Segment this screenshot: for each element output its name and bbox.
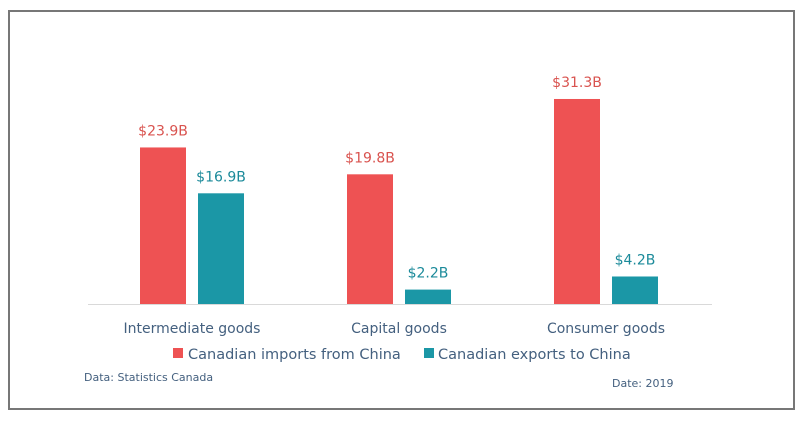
data-source-note: Data: Statistics Canada bbox=[84, 371, 213, 384]
legend-label-imports: Canadian imports from China bbox=[188, 347, 401, 363]
bar-intermediate-goods-imports bbox=[140, 147, 186, 304]
chart-frame bbox=[8, 10, 795, 410]
category-label-capital-goods: Capital goods bbox=[351, 321, 447, 337]
bar-consumer-goods-imports bbox=[554, 98, 600, 304]
value-label-consumer-goods-exports: $4.2B bbox=[615, 252, 656, 268]
category-labels-group: Intermediate goods Capital goods Consumer … bbox=[124, 321, 666, 337]
category-label-consumer-goods: Consumer goods bbox=[547, 321, 665, 337]
bar-intermediate-goods-exports bbox=[198, 193, 244, 304]
legend-swatch-imports bbox=[173, 348, 183, 358]
value-label-consumer-goods-imports: $31.3B bbox=[552, 75, 602, 91]
bar-capital-goods-imports bbox=[347, 174, 393, 304]
bar-capital-goods-exports bbox=[405, 289, 451, 304]
value-label-intermediate-goods-imports: $23.9B bbox=[138, 123, 188, 139]
value-labels-group: $23.9B $16.9B $19.8B $2.2B $31.3B $4.2B bbox=[138, 75, 655, 282]
bar-consumer-goods-exports bbox=[612, 276, 658, 304]
value-label-capital-goods-imports: $19.8B bbox=[345, 150, 395, 166]
date-note: Date: 2019 bbox=[612, 377, 674, 390]
legend: Canadian imports from China Canadian exp… bbox=[173, 347, 631, 363]
category-label-intermediate-goods: Intermediate goods bbox=[124, 321, 261, 337]
bars-group bbox=[140, 98, 658, 304]
value-label-capital-goods-exports: $2.2B bbox=[408, 266, 449, 282]
legend-swatch-exports bbox=[424, 348, 434, 358]
value-label-intermediate-goods-exports: $16.9B bbox=[196, 169, 246, 185]
legend-label-exports: Canadian exports to China bbox=[438, 347, 631, 363]
